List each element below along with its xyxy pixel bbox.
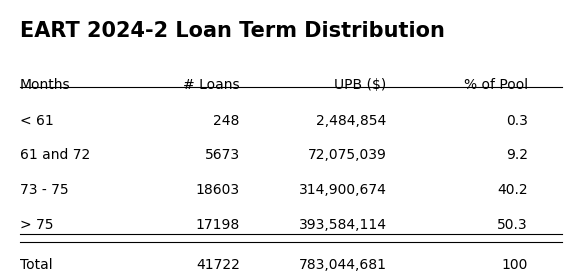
Text: 73 - 75: 73 - 75 xyxy=(20,183,68,197)
Text: 17198: 17198 xyxy=(196,218,240,232)
Text: 314,900,674: 314,900,674 xyxy=(299,183,386,197)
Text: 783,044,681: 783,044,681 xyxy=(299,258,386,272)
Text: < 61: < 61 xyxy=(20,114,54,128)
Text: Total: Total xyxy=(20,258,52,272)
Text: 393,584,114: 393,584,114 xyxy=(299,218,386,232)
Text: 100: 100 xyxy=(502,258,528,272)
Text: 0.3: 0.3 xyxy=(506,114,528,128)
Text: UPB ($): UPB ($) xyxy=(335,78,386,92)
Text: 5673: 5673 xyxy=(205,148,240,162)
Text: 248: 248 xyxy=(214,114,240,128)
Text: Months: Months xyxy=(20,78,70,92)
Text: 41722: 41722 xyxy=(196,258,240,272)
Text: 2,484,854: 2,484,854 xyxy=(316,114,386,128)
Text: % of Pool: % of Pool xyxy=(463,78,528,92)
Text: 72,075,039: 72,075,039 xyxy=(308,148,386,162)
Text: 61 and 72: 61 and 72 xyxy=(20,148,90,162)
Text: EART 2024-2 Loan Term Distribution: EART 2024-2 Loan Term Distribution xyxy=(20,22,445,42)
Text: 18603: 18603 xyxy=(196,183,240,197)
Text: 9.2: 9.2 xyxy=(506,148,528,162)
Text: # Loans: # Loans xyxy=(183,78,240,92)
Text: 50.3: 50.3 xyxy=(497,218,528,232)
Text: > 75: > 75 xyxy=(20,218,53,232)
Text: 40.2: 40.2 xyxy=(497,183,528,197)
